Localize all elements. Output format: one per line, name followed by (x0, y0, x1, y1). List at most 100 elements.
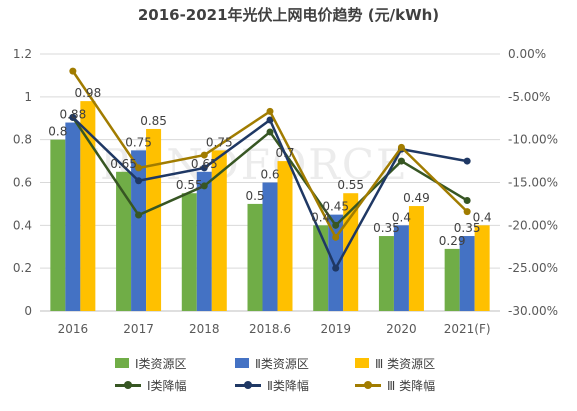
x-tick-label: 2017 (123, 322, 154, 336)
data-label: 0.35 (373, 221, 400, 235)
legend-item-bar1: Ⅰ类资源区 (115, 355, 235, 372)
bar (211, 150, 227, 311)
y2-tick-label: -5.00% (508, 90, 550, 104)
line-point (135, 211, 143, 219)
data-label: 0.7 (275, 146, 294, 160)
legend-label-bar3: Ⅲ 类资源区 (375, 356, 436, 371)
bar (116, 171, 132, 311)
line-point (200, 151, 208, 159)
legend-item-line2: Ⅱ类降幅 (235, 377, 355, 394)
line-point (200, 164, 208, 172)
legend-bars-row: Ⅰ类资源区 Ⅱ类资源区 Ⅲ 类资源区 (115, 352, 475, 374)
legend-swatch-line2 (235, 380, 261, 390)
data-label: 0.75 (206, 135, 233, 149)
data-label: 0.5 (245, 189, 264, 203)
line-point (69, 113, 77, 121)
bar (262, 182, 278, 311)
legend-item-line3: Ⅲ 类降幅 (355, 377, 475, 394)
bar (328, 214, 344, 311)
line-point (135, 177, 143, 185)
bar (146, 128, 162, 311)
y-tick-label: 1.2 (13, 47, 32, 61)
bar (196, 171, 212, 311)
line-point (332, 233, 340, 241)
legend-swatch-line3 (355, 380, 381, 390)
y-tick-label: 1 (24, 90, 32, 104)
y-tick-label: 0 (24, 304, 32, 318)
data-label: 0.65 (191, 157, 218, 171)
legend-label-line1: Ⅰ类降幅 (147, 378, 187, 393)
legend-swatch-bar1 (115, 358, 129, 368)
legend-swatch-bar3 (355, 358, 369, 368)
line-point (463, 208, 471, 216)
data-label: 0.4 (392, 210, 411, 224)
line-point (463, 157, 471, 165)
line-point (463, 196, 471, 204)
data-label: 0.29 (439, 234, 466, 248)
y2-tick-label: -15.00% (508, 176, 558, 190)
y2-tick-label: -20.00% (508, 218, 558, 232)
bar (277, 161, 293, 311)
legend-label-line2: Ⅱ类降幅 (267, 378, 309, 393)
x-tick-label: 2020 (386, 322, 417, 336)
y-tick-label: 0.8 (13, 133, 32, 147)
data-label: 0.88 (59, 108, 86, 122)
bar (50, 139, 66, 311)
legend-item-line1: Ⅰ类降幅 (115, 377, 235, 394)
bar (474, 225, 490, 311)
line-point (200, 182, 208, 190)
line-point (332, 221, 340, 229)
legend-item-bar3: Ⅲ 类资源区 (355, 355, 475, 372)
y2-tick-label: 0.00% (508, 47, 546, 61)
data-label: 0.8 (48, 125, 67, 139)
data-label: 0.45 (322, 200, 349, 214)
line-point (266, 116, 274, 124)
x-tick-label: 2016 (58, 322, 89, 336)
data-label: 0.85 (140, 114, 167, 128)
data-label: 0.55 (176, 178, 203, 192)
data-label: 0.55 (337, 178, 364, 192)
bar (65, 122, 81, 312)
x-tick-label: 2019 (320, 322, 351, 336)
y-tick-label: 0.2 (13, 261, 32, 275)
x-tick-label: 2018.6 (249, 322, 291, 336)
y2-tick-label: -10.00% (508, 133, 558, 147)
bar (459, 236, 475, 311)
y2-tick-label: -30.00% (508, 304, 558, 318)
legend: Ⅰ类资源区 Ⅱ类资源区 Ⅲ 类资源区 Ⅰ类降幅 Ⅱ类降幅 Ⅲ 类降幅 (115, 352, 475, 396)
line-point (69, 67, 77, 75)
data-label: 0.6 (260, 168, 279, 182)
data-label: 0.35 (454, 221, 481, 235)
legend-item-bar2: Ⅱ类资源区 (235, 355, 355, 372)
bar (80, 101, 96, 311)
y-tick-label: 0.6 (13, 176, 32, 190)
line-point (332, 264, 340, 272)
line-point (266, 128, 274, 136)
bar (313, 225, 329, 311)
data-label: 0.49 (403, 191, 430, 205)
x-tick-label: 2018 (189, 322, 220, 336)
data-label: 0.75 (125, 135, 152, 149)
bar (444, 248, 460, 311)
legend-label-bar2: Ⅱ类资源区 (255, 356, 309, 371)
y-tick-label: 0.4 (13, 218, 32, 232)
legend-lines-row: Ⅰ类降幅 Ⅱ类降幅 Ⅲ 类降幅 (115, 374, 475, 396)
bar (408, 206, 424, 311)
bar (247, 203, 263, 311)
legend-swatch-bar2 (235, 358, 249, 368)
bar (131, 150, 147, 311)
line-point (266, 107, 274, 115)
bar (393, 225, 409, 311)
y2-tick-label: -25.00% (508, 261, 558, 275)
legend-swatch-line1 (115, 380, 141, 390)
legend-label-line3: Ⅲ 类降幅 (387, 378, 436, 393)
data-label: 0.98 (74, 86, 101, 100)
line-point (397, 157, 405, 165)
chart-title: 2016-2021年光伏上网电价趋势 (元/kWh) (137, 6, 440, 24)
bar (181, 193, 197, 311)
legend-label-bar1: Ⅰ类资源区 (135, 356, 187, 371)
data-label: 0.65 (110, 157, 137, 171)
data-label: 0.4 (473, 210, 492, 224)
bar (378, 236, 394, 311)
